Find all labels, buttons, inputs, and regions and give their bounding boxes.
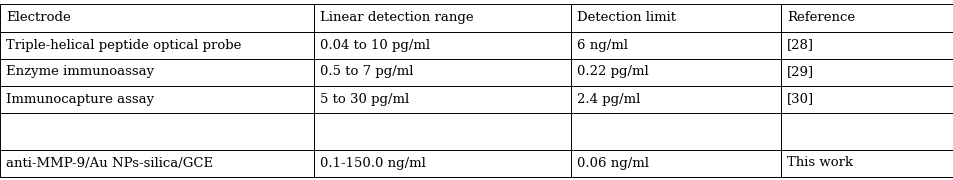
Bar (314, 31, 571, 58)
Text: 0.22 pg/ml: 0.22 pg/ml (577, 66, 648, 78)
Bar (314, 3, 571, 32)
Text: [28]: [28] (786, 39, 813, 51)
Bar (314, 112, 571, 150)
Text: 0.06 ng/ml: 0.06 ng/ml (577, 156, 648, 170)
Text: 0.1-150.0 ng/ml: 0.1-150.0 ng/ml (319, 156, 425, 170)
Text: 0.5 to 7 pg/ml: 0.5 to 7 pg/ml (319, 66, 413, 78)
Bar (571, 58, 781, 86)
Bar (314, 150, 571, 177)
Bar (781, 3, 953, 32)
Text: 6 ng/ml: 6 ng/ml (577, 39, 627, 51)
Text: Electrode: Electrode (6, 11, 71, 24)
Bar (0, 150, 314, 177)
Bar (0, 3, 314, 32)
Bar (0, 58, 314, 86)
Bar (781, 86, 953, 112)
Bar (314, 58, 571, 86)
Text: This work: This work (786, 156, 852, 170)
Bar (571, 86, 781, 112)
Text: 0.04 to 10 pg/ml: 0.04 to 10 pg/ml (319, 39, 430, 51)
Bar (781, 58, 953, 86)
Bar (571, 31, 781, 58)
Text: Triple-helical peptide optical probe: Triple-helical peptide optical probe (6, 39, 241, 51)
Text: [30]: [30] (786, 93, 813, 105)
Bar (571, 150, 781, 177)
Bar (0, 31, 314, 58)
Bar (571, 112, 781, 150)
Bar (781, 31, 953, 58)
Bar (0, 112, 314, 150)
Text: [29]: [29] (786, 66, 813, 78)
Text: anti-MMP-9/Au NPs-silica/GCE: anti-MMP-9/Au NPs-silica/GCE (6, 156, 213, 170)
Bar (781, 112, 953, 150)
Text: 2.4 pg/ml: 2.4 pg/ml (577, 93, 639, 105)
Bar (571, 3, 781, 32)
Text: Enzyme immunoassay: Enzyme immunoassay (6, 66, 154, 78)
Text: Detection limit: Detection limit (577, 11, 676, 24)
Text: Linear detection range: Linear detection range (319, 11, 473, 24)
Bar (0, 86, 314, 112)
Text: Immunocapture assay: Immunocapture assay (6, 93, 154, 105)
Text: 5 to 30 pg/ml: 5 to 30 pg/ml (319, 93, 409, 105)
Text: Reference: Reference (786, 11, 854, 24)
Bar (314, 86, 571, 112)
Bar (781, 150, 953, 177)
